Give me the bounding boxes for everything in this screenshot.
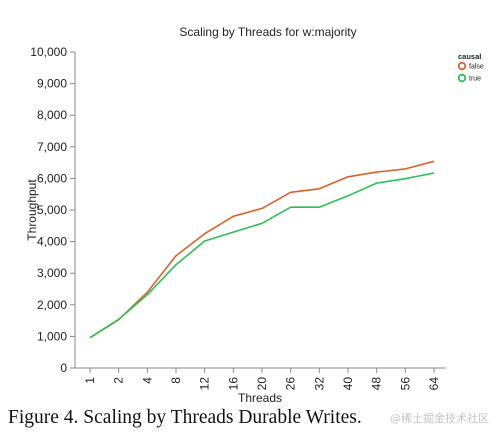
y-tick-label: 7,000 bbox=[37, 140, 67, 154]
legend-items: false true bbox=[457, 61, 484, 83]
y-tick-label: 3,000 bbox=[37, 266, 67, 280]
legend-symbol-true bbox=[457, 73, 467, 83]
watermark: @稀土掘金技术社区 bbox=[390, 412, 489, 425]
legend-label-false: false bbox=[469, 64, 484, 71]
y-tick-label: 2,000 bbox=[37, 298, 67, 312]
series-line-false bbox=[89, 160, 435, 339]
y-tick-label: 6,000 bbox=[37, 171, 67, 185]
y-tick-label: 9,000 bbox=[37, 77, 67, 91]
legend-title: causal bbox=[458, 52, 481, 61]
chart: Scaling by Threads for w:majority 0 1,000… bbox=[25, 25, 484, 405]
series-line-true bbox=[89, 172, 435, 339]
x-tick-label: 1 bbox=[83, 377, 97, 384]
x-tick-label: 20 bbox=[255, 377, 269, 391]
x-tick-label: 2 bbox=[112, 377, 126, 384]
x-tick-label: 64 bbox=[427, 377, 441, 391]
x-axis-label: Threads bbox=[238, 391, 282, 405]
y-tick-label: 10,000 bbox=[30, 45, 67, 59]
x-tick-label: 40 bbox=[341, 377, 355, 391]
y-axis-label: Throughput bbox=[25, 179, 39, 241]
x-tick-label: 48 bbox=[370, 377, 384, 391]
legend: causal false true bbox=[457, 52, 484, 83]
legend-symbol-false bbox=[457, 61, 467, 71]
chart-title: Scaling by Threads for w:majority bbox=[179, 25, 356, 39]
y-tick-label: 1,000 bbox=[37, 329, 67, 343]
x-tick-label: 16 bbox=[226, 377, 240, 391]
series-lines bbox=[89, 160, 435, 339]
y-tick-label: 0 bbox=[60, 361, 67, 375]
x-tick-label: 56 bbox=[398, 377, 412, 391]
x-tick-label: 4 bbox=[140, 377, 154, 384]
x-axis-ticks: 1 2 4 8 12 16 20 26 32 40 48 56 64 bbox=[83, 368, 441, 390]
x-tick-label: 12 bbox=[198, 377, 212, 391]
y-tick-label: 4,000 bbox=[37, 235, 67, 249]
x-tick-label: 8 bbox=[169, 377, 183, 384]
y-tick-label: 8,000 bbox=[37, 108, 67, 122]
y-tick-label: 5,000 bbox=[37, 203, 67, 217]
y-axis-ticks: 0 1,000 2,000 3,000 4,000 5,000 6,000 7,000 8,00… bbox=[30, 45, 75, 375]
legend-label-true: true bbox=[469, 76, 481, 83]
x-tick-label: 26 bbox=[284, 377, 298, 391]
figure-caption: Figure 4. Scaling by Threads Durable Wri… bbox=[8, 407, 362, 428]
x-tick-label: 32 bbox=[312, 377, 326, 391]
